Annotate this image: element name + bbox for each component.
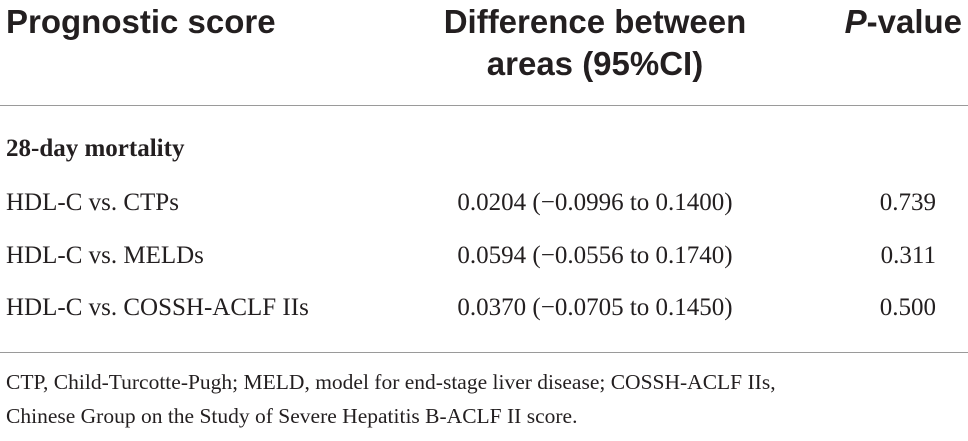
table-header: Prognostic score Difference between area… [0, 0, 968, 104]
p-value-italic-letter: P [844, 3, 867, 40]
cell-p-value: 0.500 [879, 294, 936, 321]
footnote-line: CTP, Child-Turcotte-Pugh; MELD, model fo… [6, 370, 776, 394]
table-row: HDL-C vs. CTPs 0.0204 (−0.0996 to 0.1400… [0, 183, 968, 223]
cell-difference: 0.0204 (−0.0996 to 0.1400) [457, 189, 733, 216]
cell-difference: 0.0594 (−0.0556 to 0.1740) [457, 242, 733, 269]
cell-comparison: HDL-C vs. COSSH-ACLF IIs [6, 294, 309, 321]
table-row: HDL-C vs. MELDs 0.0594 (−0.0556 to 0.174… [0, 236, 968, 276]
cell-difference: 0.0370 (−0.0705 to 0.1450) [457, 294, 733, 321]
footer-divider [0, 352, 968, 353]
header-divider [0, 105, 968, 106]
p-value-suffix: -value [866, 3, 962, 40]
footnote-line: Chinese Group on the Study of Severe Hep… [6, 404, 578, 428]
column-header-difference-line2: areas (95%CI) [486, 45, 704, 82]
section-label: 28-day mortality [6, 135, 185, 162]
column-header-difference-line1: Difference between [443, 3, 747, 40]
table-footnote: CTP, Child-Turcotte-Pugh; MELD, model fo… [6, 365, 962, 433]
column-header-prognostic-score: Prognostic score [6, 3, 276, 40]
column-header-p-value: P-value [845, 1, 962, 43]
cell-comparison: HDL-C vs. CTPs [6, 189, 179, 216]
table-row: HDL-C vs. COSSH-ACLF IIs 0.0370 (−0.0705… [0, 288, 968, 328]
cell-p-value: 0.739 [879, 189, 936, 216]
column-header-difference: Difference between areas (95%CI) [420, 1, 770, 85]
cell-p-value: 0.311 [880, 242, 936, 269]
cell-comparison: HDL-C vs. MELDs [6, 242, 204, 269]
